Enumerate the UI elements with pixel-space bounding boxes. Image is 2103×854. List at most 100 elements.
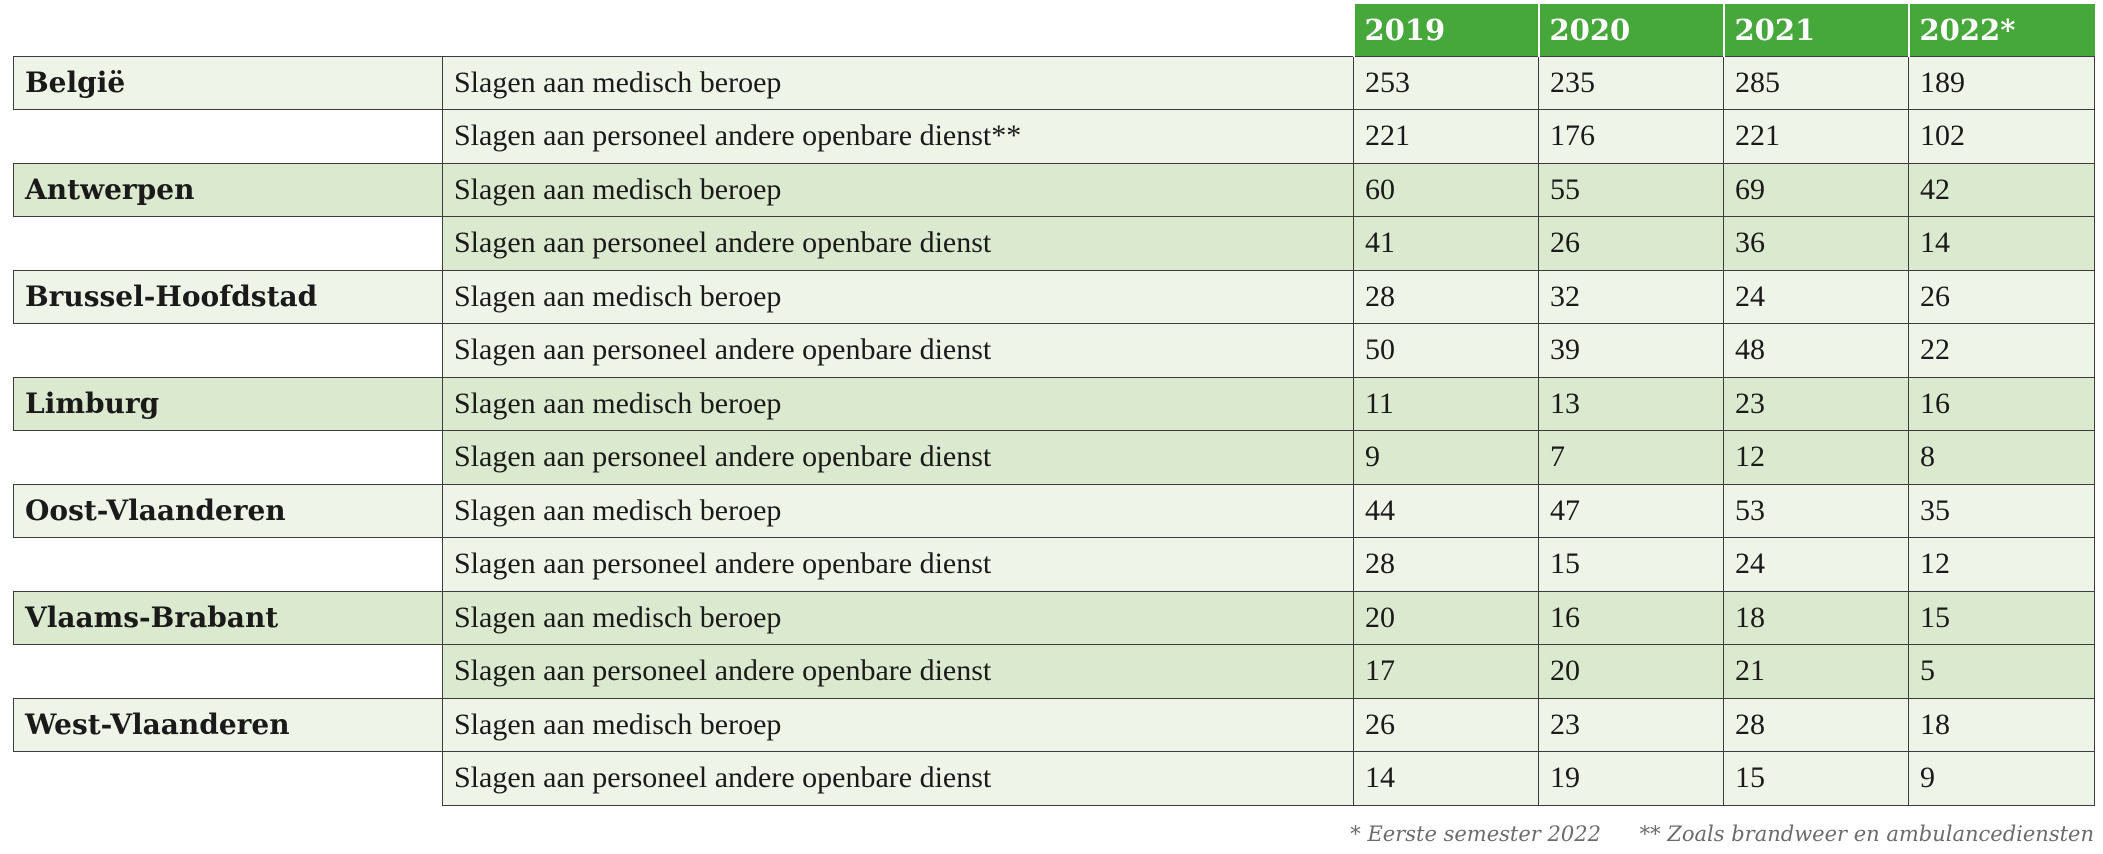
- value-cell: 18: [1723, 590, 1909, 645]
- value-cell: 285: [1723, 55, 1909, 110]
- region-empty-cell: [13, 216, 443, 270]
- row-label: Slagen aan medisch beroep: [442, 376, 1354, 431]
- statistics-table: 2019 2020 2021 2022* België Slagen aan m…: [13, 4, 2095, 806]
- region-name: Vlaams-Brabant: [13, 590, 443, 645]
- value-cell: 28: [1723, 697, 1909, 752]
- row-label: Slagen aan personeel andere openbare die…: [442, 323, 1354, 378]
- table-row: Slagen aan personeel andere openbare die…: [13, 109, 2095, 164]
- region-name: West-Vlaanderen: [13, 697, 443, 752]
- row-label: Slagen aan personeel andere openbare die…: [442, 644, 1354, 699]
- table-row: Oost-Vlaanderen Slagen aan medisch beroe…: [13, 483, 2095, 538]
- table-row: Slagen aan personeel andere openbare die…: [13, 430, 2095, 485]
- statistics-table-container: 2019 2020 2021 2022* België Slagen aan m…: [13, 4, 2095, 806]
- value-cell: 24: [1723, 537, 1909, 592]
- row-label: Slagen aan medisch beroep: [442, 697, 1354, 752]
- value-cell: 47: [1538, 483, 1724, 538]
- header-year-2021: 2021: [1722, 4, 1909, 56]
- value-cell: 9: [1908, 751, 2095, 806]
- footnotes: * Eerste semester 2022 ** Zoals brandwee…: [1350, 822, 2094, 846]
- value-cell: 26: [1908, 269, 2095, 324]
- value-cell: 235: [1538, 55, 1724, 110]
- table-row: Vlaams-Brabant Slagen aan medisch beroep…: [13, 590, 2095, 645]
- region-name: Oost-Vlaanderen: [13, 483, 443, 538]
- region-empty-cell: [13, 537, 443, 591]
- header-year-2020: 2020: [1537, 4, 1724, 56]
- region-empty-cell: [13, 430, 443, 484]
- header-row: 2019 2020 2021 2022*: [13, 4, 2095, 56]
- value-cell: 16: [1908, 376, 2095, 431]
- value-cell: 23: [1723, 376, 1909, 431]
- value-cell: 26: [1538, 216, 1724, 271]
- footnote-other-services: ** Zoals brandweer en ambulancediensten: [1639, 822, 2094, 846]
- value-cell: 23: [1538, 697, 1724, 752]
- value-cell: 11: [1353, 376, 1539, 431]
- value-cell: 14: [1353, 751, 1539, 806]
- value-cell: 5: [1908, 644, 2095, 699]
- value-cell: 16: [1538, 590, 1724, 645]
- value-cell: 42: [1908, 162, 2095, 217]
- row-label: Slagen aan personeel andere openbare die…: [442, 216, 1354, 271]
- value-cell: 17: [1353, 644, 1539, 699]
- value-cell: 26: [1353, 697, 1539, 752]
- value-cell: 8: [1908, 430, 2095, 485]
- value-cell: 41: [1353, 216, 1539, 271]
- row-label: Slagen aan personeel andere openbare die…: [442, 751, 1354, 806]
- value-cell: 21: [1723, 644, 1909, 699]
- value-cell: 14: [1908, 216, 2095, 271]
- table-row: Slagen aan personeel andere openbare die…: [13, 323, 2095, 378]
- value-cell: 15: [1538, 537, 1724, 592]
- value-cell: 55: [1538, 162, 1724, 217]
- header-blank-cell: [442, 4, 1354, 56]
- region-empty-cell: [13, 323, 443, 377]
- value-cell: 36: [1723, 216, 1909, 271]
- header-year-2022: 2022*: [1907, 4, 2095, 56]
- value-cell: 24: [1723, 269, 1909, 324]
- value-cell: 53: [1723, 483, 1909, 538]
- value-cell: 28: [1353, 269, 1539, 324]
- table-row: Slagen aan personeel andere openbare die…: [13, 216, 2095, 271]
- value-cell: 12: [1908, 537, 2095, 592]
- row-label: Slagen aan medisch beroep: [442, 269, 1354, 324]
- row-label: Slagen aan personeel andere openbare die…: [442, 537, 1354, 592]
- value-cell: 39: [1538, 323, 1724, 378]
- value-cell: 221: [1723, 109, 1909, 164]
- table-row: Slagen aan personeel andere openbare die…: [13, 751, 2095, 806]
- table-row: Brussel-Hoofdstad Slagen aan medisch ber…: [13, 269, 2095, 324]
- value-cell: 189: [1908, 55, 2095, 110]
- region-name: Brussel-Hoofdstad: [13, 269, 443, 324]
- row-label: Slagen aan medisch beroep: [442, 55, 1354, 110]
- row-label: Slagen aan medisch beroep: [442, 162, 1354, 217]
- value-cell: 50: [1353, 323, 1539, 378]
- header-blank-cell: [13, 4, 443, 56]
- value-cell: 15: [1723, 751, 1909, 806]
- value-cell: 102: [1908, 109, 2095, 164]
- value-cell: 69: [1723, 162, 1909, 217]
- table-row: West-Vlaanderen Slagen aan medisch beroe…: [13, 697, 2095, 752]
- value-cell: 176: [1538, 109, 1724, 164]
- value-cell: 19: [1538, 751, 1724, 806]
- value-cell: 22: [1908, 323, 2095, 378]
- table-row: Slagen aan personeel andere openbare die…: [13, 537, 2095, 592]
- value-cell: 7: [1538, 430, 1724, 485]
- value-cell: 13: [1538, 376, 1724, 431]
- table-body: België Slagen aan medisch beroep 253 235…: [13, 55, 2095, 806]
- table-row: Limburg Slagen aan medisch beroep 11 13 …: [13, 376, 2095, 431]
- row-label: Slagen aan medisch beroep: [442, 483, 1354, 538]
- value-cell: 48: [1723, 323, 1909, 378]
- region-empty-cell: [13, 751, 443, 805]
- region-empty-cell: [13, 109, 443, 163]
- footnote-first-semester: * Eerste semester 2022: [1350, 822, 1601, 846]
- value-cell: 18: [1908, 697, 2095, 752]
- value-cell: 15: [1908, 590, 2095, 645]
- row-label: Slagen aan personeel andere openbare die…: [442, 430, 1354, 485]
- value-cell: 28: [1353, 537, 1539, 592]
- row-label: Slagen aan medisch beroep: [442, 590, 1354, 645]
- value-cell: 20: [1353, 590, 1539, 645]
- value-cell: 9: [1353, 430, 1539, 485]
- value-cell: 20: [1538, 644, 1724, 699]
- table-row: België Slagen aan medisch beroep 253 235…: [13, 55, 2095, 110]
- value-cell: 12: [1723, 430, 1909, 485]
- value-cell: 60: [1353, 162, 1539, 217]
- value-cell: 253: [1353, 55, 1539, 110]
- value-cell: 221: [1353, 109, 1539, 164]
